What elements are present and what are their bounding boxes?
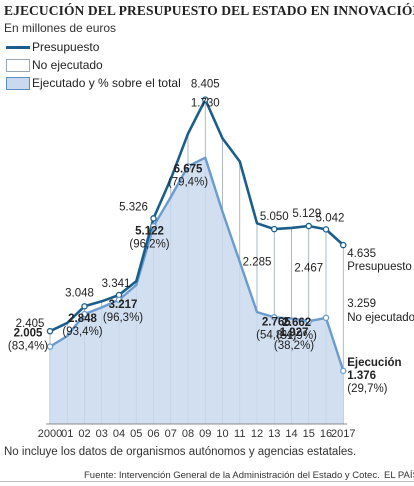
not-executed-value-label: 2.467: [294, 263, 323, 275]
executed-point: [305, 317, 312, 325]
budget-value-label: 3.341: [102, 278, 131, 290]
legend-swatch-budget: [6, 46, 30, 49]
footnote: No incluye los datos de organismos autón…: [4, 446, 357, 458]
x-tick-label: 16: [320, 428, 332, 440]
executed-value-label: 2.005: [14, 328, 43, 340]
legend-swatch-executed: [6, 77, 30, 90]
executed-point: [115, 296, 123, 304]
executed-end-label: Ejecución: [347, 357, 401, 369]
executed-point: [322, 314, 330, 322]
executed-pct-label: (79,4%): [168, 176, 208, 188]
executed-pct-label: (54,8%): [256, 329, 296, 341]
x-tick-label: 01: [61, 428, 73, 440]
chart-title: EJECUCIÓN DEL PRESUPUESTO DEL ESTADO EN …: [4, 3, 414, 18]
x-tick-label: 13: [268, 428, 280, 440]
legend-label-not-executed: No ejecutado: [32, 58, 103, 72]
budget-point: [150, 215, 157, 222]
executed-value-label: 5.122: [135, 225, 164, 237]
executed-pct-label: (93,4%): [62, 326, 102, 338]
budget-point: [322, 226, 330, 233]
budget-value-label: 4.635: [347, 248, 376, 260]
x-tick-label: 2017: [331, 428, 355, 440]
executed-value-label: 2.765: [262, 316, 291, 328]
x-tick-label: 03: [96, 428, 108, 440]
not-executed-end-label: No ejecutado: [347, 312, 414, 324]
budget-value-label: 5.129: [292, 208, 321, 220]
x-tick-label: 07: [165, 428, 177, 440]
chart-subtitle: En millones de euros: [4, 21, 117, 35]
x-tick-label: 11: [234, 428, 245, 440]
budget-point: [81, 303, 88, 310]
legend-item-executed: Ejecutado y % sobre el total: [4, 74, 204, 92]
legend-item-not-executed: No ejecutado: [4, 56, 204, 74]
executed-line: [49, 156, 345, 372]
x-tick-label: 14: [285, 428, 297, 440]
budget-value-label: 5.042: [316, 212, 345, 224]
not-executed-value-label: 3.259: [347, 298, 376, 310]
x-tick-label: 08: [182, 428, 194, 440]
x-tick-label: 10: [216, 428, 228, 440]
x-tick-label: 05: [130, 428, 142, 440]
executed-pct-label: (51,9%): [277, 330, 317, 342]
budget-value-label: 3.048: [65, 287, 94, 299]
executed-area: [50, 157, 344, 424]
legend: Presupuesto No ejecutado Ejecutado y % s…: [4, 38, 204, 92]
executed-pct-label: (96,3%): [103, 312, 143, 324]
executed-pct-label: (96,2%): [129, 238, 169, 250]
source-note: Fuente: Intervención General de la Admin…: [84, 470, 380, 481]
executed-point: [46, 343, 54, 350]
executed-point: [150, 223, 157, 230]
executed-point: [81, 310, 88, 318]
legend-swatch-not-executed: [6, 59, 30, 72]
executed-value-label: 1.927: [280, 327, 309, 339]
executed-pct-label: (83,4%): [8, 341, 48, 353]
executed-value-label: 2.848: [68, 313, 97, 325]
budget-value-label: 5.326: [119, 201, 148, 213]
executed-value-label: 1.376: [347, 370, 376, 382]
x-tick-label: 15: [303, 428, 315, 440]
executed-pct-label: (29,7%): [347, 383, 387, 395]
x-tick-label: 04: [113, 428, 125, 440]
executed-point: [270, 314, 278, 321]
x-tick-label: 02: [78, 428, 90, 440]
budget-point: [201, 96, 209, 103]
legend-label-budget: Presupuesto: [32, 40, 100, 54]
x-tick-label: 2000: [38, 428, 62, 440]
legend-label-executed: Ejecutado y % sobre el total: [32, 76, 181, 90]
brand-label: EL PAÍS: [384, 470, 414, 481]
x-tick-label: 09: [199, 428, 211, 440]
bottom-rule: [0, 481, 414, 482]
budget-point: [305, 222, 312, 230]
executed-pct-label: (38,2%): [274, 340, 314, 352]
legend-item-budget: Presupuesto: [4, 38, 204, 56]
not-executed-value-label: 2.285: [243, 257, 272, 269]
budget-point: [270, 225, 278, 233]
budget-line: [49, 98, 345, 333]
budget-value-label: 2.405: [16, 318, 45, 330]
executed-value-label: 6.675: [174, 163, 203, 175]
executed-point: [184, 163, 192, 170]
budget-point: [339, 241, 347, 249]
x-tick-label: 06: [147, 428, 159, 440]
not-executed-value-label: 1.730: [191, 98, 220, 110]
executed-value-label: 3.217: [109, 299, 138, 311]
budget-value-label: 5.050: [260, 211, 289, 223]
executed-point: [339, 367, 347, 375]
executed-value-label: 2.662: [282, 317, 311, 329]
budget-end-label: Presupuesto: [347, 261, 412, 273]
budget-value-label: 8.405: [191, 79, 220, 91]
budget-point: [46, 327, 54, 335]
x-tick-label: 12: [251, 428, 263, 440]
